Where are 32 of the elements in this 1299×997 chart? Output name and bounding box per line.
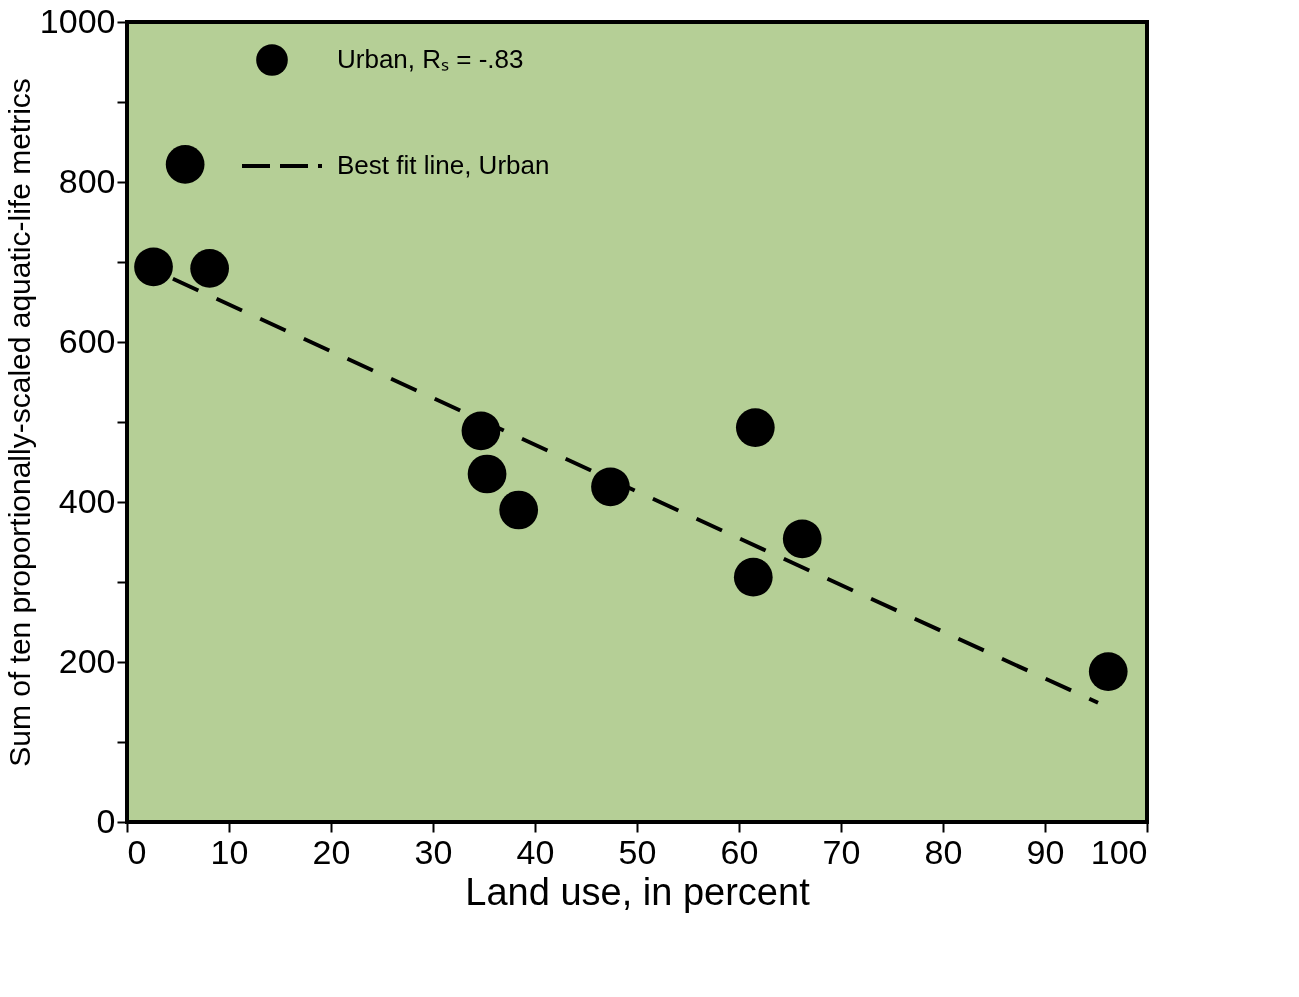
point — [591, 467, 630, 507]
y-tick-label: 800 — [58, 161, 116, 200]
y-axis-title: Sum of ten proportionally-scaled aquatic-life metrics — [2, 78, 36, 767]
x-tick-label: 80 — [924, 832, 963, 871]
point — [782, 519, 822, 559]
point — [461, 411, 501, 451]
point — [1088, 652, 1128, 691]
x-tick-label: 60 — [720, 832, 759, 871]
y-tick-label: 200 — [58, 641, 116, 680]
x-tick-label: 30 — [414, 832, 453, 871]
y-tick-label: 600 — [58, 321, 116, 360]
legend-label: Urban, Rₛ = -.83 — [337, 44, 524, 74]
legend-label: Best fit line, Urban — [337, 150, 550, 180]
x-axis-title: Land use, in percent — [465, 870, 811, 913]
x-tick-label: 10 — [210, 832, 249, 871]
point — [733, 557, 773, 597]
x-tick-label: 90 — [1026, 832, 1065, 871]
point — [165, 145, 205, 184]
x-tick-label: 40 — [516, 832, 555, 871]
point — [134, 247, 173, 287]
x-tick-label: 70 — [822, 832, 861, 871]
x-tick-label: 50 — [618, 832, 657, 871]
x-tick-label: 20 — [312, 832, 351, 871]
point — [467, 454, 507, 494]
y-tick-label: 0 — [96, 801, 116, 840]
point — [190, 249, 229, 288]
x-tick-label: 100 — [1090, 832, 1148, 871]
y-tick-label: 400 — [58, 481, 116, 520]
y-tick-label: 1000 — [39, 1, 116, 40]
point — [499, 490, 539, 530]
x-tick-label: 0 — [127, 832, 147, 871]
point — [735, 408, 775, 447]
